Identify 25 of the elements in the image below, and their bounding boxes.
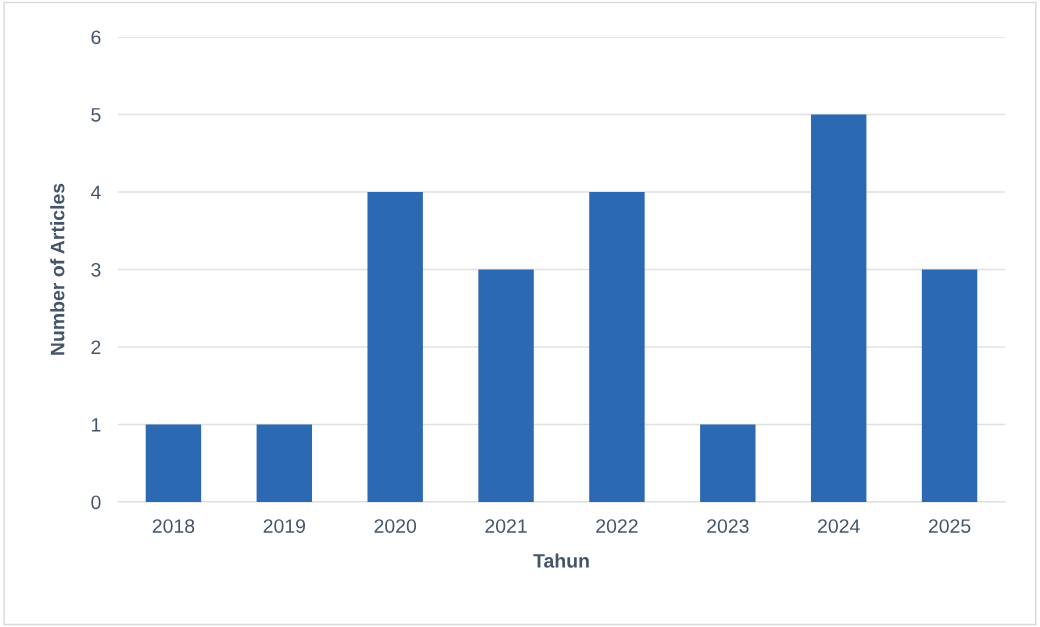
y-tick-label: 3 [91,262,101,277]
bar [921,269,978,502]
x-tick-label: 2019 [263,519,306,533]
x-tick-label: 2020 [374,519,417,533]
x-tick-label: 2021 [485,519,527,533]
bar [256,424,313,502]
bar [589,192,645,502]
bar [145,424,202,502]
x-tick-label: 2023 [707,519,749,533]
bar [810,114,867,502]
bar [367,192,423,502]
x-tick-label: 2022 [596,519,638,533]
x-axis-title: Tahun [533,553,589,568]
x-tick-label: 2024 [818,519,860,533]
y-tick-label: 6 [91,30,101,45]
y-tick-label: 2 [91,340,101,355]
y-tick-label: 4 [90,185,101,200]
y-tick-label: 1 [92,418,101,432]
y-tick-label: 5 [91,108,101,122]
x-tick-label: 2018 [152,519,195,533]
y-tick-label: 0 [91,495,101,510]
bar [700,424,756,502]
x-tick-label: 2025 [928,519,971,533]
y-axis-title: Number of Articles [50,183,65,355]
bar [478,269,534,502]
